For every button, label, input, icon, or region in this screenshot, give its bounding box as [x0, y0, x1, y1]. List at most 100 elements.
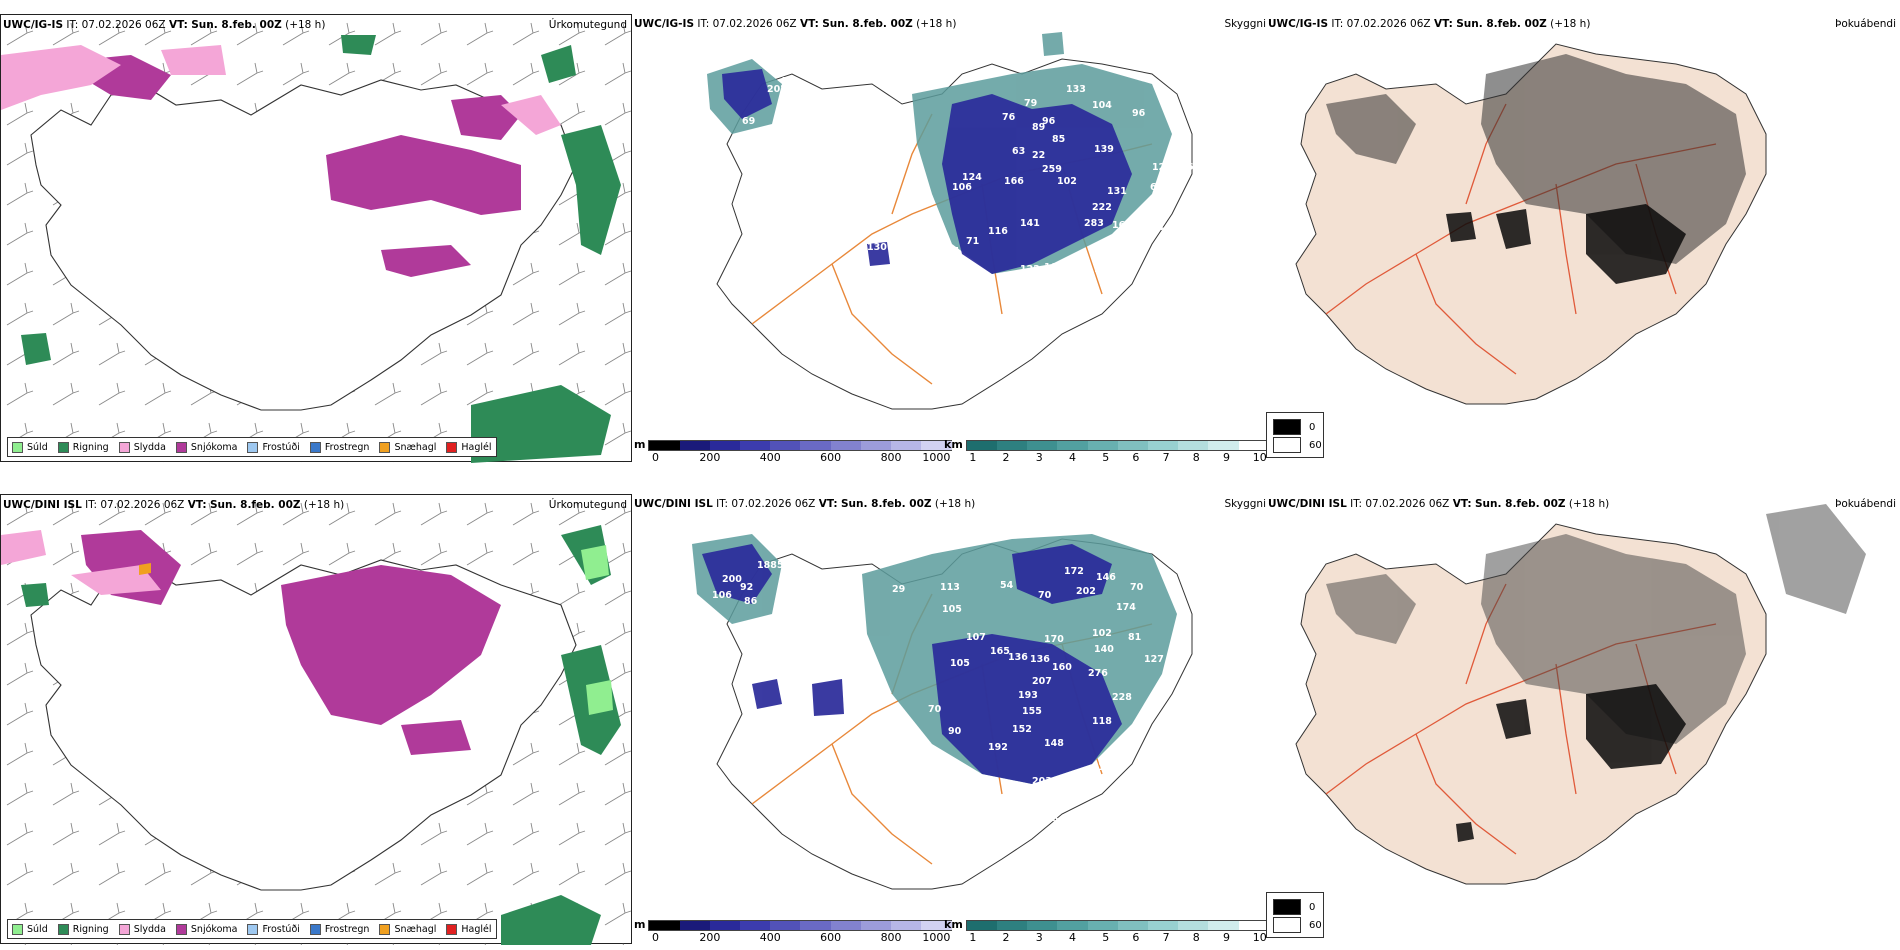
colorbar-step	[1148, 441, 1179, 450]
ceiling-label: 283	[1084, 218, 1104, 229]
legend-item: Frostregn	[309, 441, 369, 453]
panel-title: UWC/DINI ISL IT: 07.02.2026 06Z VT: Sun.…	[634, 498, 976, 510]
ceiling-label: 78	[782, 76, 796, 87]
ceiling-label: 104	[1092, 100, 1112, 111]
ceiling-label: 203	[1032, 776, 1052, 787]
legend-swatch	[118, 923, 130, 935]
legend-swatch	[247, 441, 259, 453]
ceiling-label: 90	[948, 726, 962, 737]
ceiling-label: 81	[1128, 632, 1141, 643]
colorbar-step	[740, 441, 771, 450]
ceiling-label: 66	[770, 644, 784, 655]
colorbar-step	[679, 921, 710, 930]
ceiling-label: 140	[1094, 644, 1114, 655]
ceiling-label: 109	[1110, 242, 1130, 253]
colorbar-step	[1208, 921, 1239, 930]
colorbar-step	[1117, 921, 1148, 930]
field-name: Þokuábendi	[1835, 498, 1896, 510]
tick-label: 9	[1223, 931, 1230, 944]
panel-title: UWC/DINI ISL IT: 07.02.2026 06Z VT: Sun.…	[1268, 498, 1610, 510]
colorbar-step	[891, 441, 922, 450]
colorbar-ticks: 0 200 400 600 800 1000	[649, 931, 951, 945]
ceiling-label: 193	[1018, 690, 1038, 701]
ceiling-label: 93	[1118, 736, 1131, 747]
colorbar-step	[830, 921, 861, 930]
ceiling-label: 90	[892, 708, 906, 719]
colorbar-step	[709, 921, 741, 930]
tick-label: 200	[699, 931, 721, 944]
ceiling-label: 79	[1024, 98, 1037, 109]
colorbar-step	[770, 441, 801, 450]
legend-swatch	[379, 923, 391, 935]
precip-type-panel-bottom: UWC/DINI ISL IT: 07.02.2026 06Z VT: Sun.…	[0, 494, 633, 945]
ceiling-label: 99	[1152, 688, 1165, 699]
colorbar-step	[800, 921, 831, 930]
ceiling-label: 146	[1096, 572, 1116, 583]
colorbar-step	[1087, 921, 1118, 930]
ceiling-label: 70	[928, 704, 942, 715]
fog-map-bottom	[1295, 504, 1866, 885]
colorbar-step	[966, 441, 997, 450]
colorbar-step	[1087, 441, 1118, 450]
colorbar-step	[1027, 441, 1058, 450]
ceiling-label: 111	[1094, 264, 1114, 275]
precip-map-bottom	[1, 495, 633, 945]
colorbar-strip: 1 2 3 4 5 6 7 8 9 10	[965, 440, 1270, 464]
tick-label: 10	[1252, 931, 1267, 944]
ceiling-label: 130	[867, 242, 887, 253]
colorbar-step	[649, 921, 680, 930]
ceiling-label: 70	[1130, 582, 1144, 593]
legend-swatch	[175, 441, 187, 453]
ceiling-label: 61	[800, 92, 813, 103]
legend-item: Snæhagl	[379, 923, 436, 935]
tick-label: 5	[1102, 931, 1110, 944]
precip-map-top	[1, 15, 633, 463]
ceiling-label: 69	[742, 116, 755, 127]
ceiling-label: 76	[782, 620, 796, 631]
ceiling-label: 102	[1092, 628, 1112, 639]
tick-label: 8	[1192, 451, 1200, 464]
visibility-panel-top: 90 202 78 69 108 21 79 133 104 96 89 96 …	[632, 14, 1324, 464]
ceiling-label: 95	[1052, 816, 1065, 827]
ceiling-label: 139	[1094, 144, 1114, 155]
panel-title: UWC/IG-IS IT: 07.02.2026 06Z VT: Sun. 8.…	[1268, 18, 1591, 30]
ceiling-label: 136	[1030, 654, 1050, 665]
visibility-colorbar: km 1 2 3 4 5 6 7	[944, 918, 1270, 944]
tick-label: 3	[1035, 451, 1043, 464]
legend-item: Frostúði	[247, 923, 300, 935]
ceiling-label: 202	[1076, 586, 1096, 597]
panel-title: UWC/IG-IS IT: 07.02.2026 06Z VT: Sun. 8.…	[634, 18, 957, 30]
field-name: Þokuábendi	[1835, 18, 1896, 30]
ceiling-label: 133	[1066, 84, 1086, 95]
colorbar-step	[1178, 921, 1209, 930]
colorbar-step	[860, 441, 892, 450]
precip-legend: Súld Rigning Slydda Snjókoma Frostúði Fr…	[7, 437, 497, 457]
panel-title: UWC/IG-IS IT: 07.02.2026 06Z VT: Sun. 8.…	[3, 19, 326, 31]
colorbar-step	[891, 921, 922, 930]
ceiling-label: 124	[962, 172, 982, 183]
legend-swatch	[118, 441, 130, 453]
colorbar-step	[1117, 441, 1148, 450]
precip-legend: Súld Rigning Slydda Snjókoma Frostúði Fr…	[7, 919, 497, 939]
ceiling-label: 96	[1132, 108, 1146, 119]
ceiling-label: 86	[744, 596, 758, 607]
ceiling-label: 106	[712, 590, 732, 601]
ceiling-label: 178	[760, 618, 780, 629]
ceiling-label: 118	[1092, 716, 1112, 727]
ceiling-label: 174	[1116, 602, 1136, 613]
colorbar-strip: 0 200 400 600 800 1000	[648, 920, 953, 944]
fog-legend-item: 0	[1273, 419, 1315, 435]
tick-label: 9	[1223, 451, 1230, 464]
ceiling-label: 165	[990, 646, 1010, 657]
ceiling-label: 106	[952, 182, 972, 193]
tick-label: 6	[1132, 451, 1140, 464]
fog-index-panel-bottom: UWC/DINI ISL IT: 07.02.2026 06Z VT: Sun.…	[1266, 494, 1900, 944]
tick-label: 4	[1068, 451, 1076, 464]
fog-swatch	[1273, 899, 1301, 915]
colorbar-step	[921, 441, 952, 450]
ceiling-label: 54	[1000, 580, 1014, 591]
ceiling-label: 70	[1038, 590, 1052, 601]
ceiling-label: 207	[1032, 676, 1052, 687]
colorbar-unit: m	[634, 918, 646, 931]
